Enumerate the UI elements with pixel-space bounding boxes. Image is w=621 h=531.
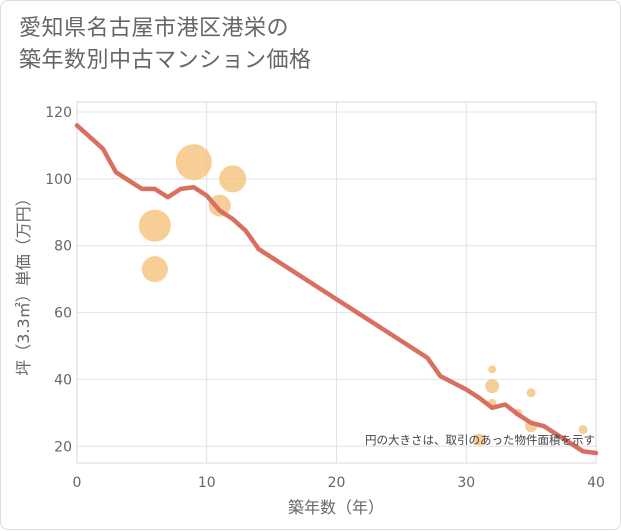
y-tick-label-120: 120	[45, 105, 72, 121]
x-axis-label: 築年数（年）	[288, 498, 384, 517]
x-tick-label-30: 30	[457, 475, 475, 491]
bubble-point-12	[578, 425, 588, 435]
bubble-point-3	[208, 194, 231, 217]
bubble-series	[138, 144, 588, 446]
bubble-point-1	[141, 256, 168, 283]
bubble-point-5	[473, 433, 486, 446]
line-series	[74, 123, 599, 456]
x-tick-label-10: 10	[198, 475, 216, 491]
grid-lines	[76, 102, 597, 463]
y-tick-label-60: 60	[54, 306, 72, 322]
x-tick-label-20: 20	[328, 475, 346, 491]
y-tick-label-20: 20	[54, 439, 72, 455]
chart-title: 愛知県名古屋市港区港栄の 築年数別中古マンション価格	[19, 13, 312, 77]
x-axis-ticks: 0 10 20 30 40	[73, 475, 605, 491]
bubble-point-6	[488, 365, 497, 374]
size-note: 円の大きさは、取引のあった物件面積を示す	[365, 433, 595, 447]
y-tick-label-40: 40	[54, 372, 72, 388]
x-tick-label-0: 0	[73, 475, 82, 491]
bubble-point-2	[175, 144, 212, 181]
bubble-point-10	[526, 388, 536, 398]
bubble-point-0	[138, 209, 171, 242]
bubble-point-4	[219, 165, 247, 193]
y-tick-label-80: 80	[54, 239, 72, 255]
chart-title-line-2: 築年数別中古マンション価格	[19, 48, 312, 73]
x-tick-label-40: 40	[587, 475, 605, 491]
plot-area-frame	[76, 101, 597, 464]
y-tick-label-100: 100	[45, 172, 72, 188]
y-axis-label: 坪（3.3㎡）単価（万円）	[14, 190, 33, 375]
chart-title-line-1: 愛知県名古屋市港区港栄の	[19, 16, 290, 41]
bubble-point-7	[485, 379, 500, 394]
y-axis-ticks: 20 40 60 80 100 120	[45, 105, 72, 455]
line-series-path	[74, 123, 599, 456]
